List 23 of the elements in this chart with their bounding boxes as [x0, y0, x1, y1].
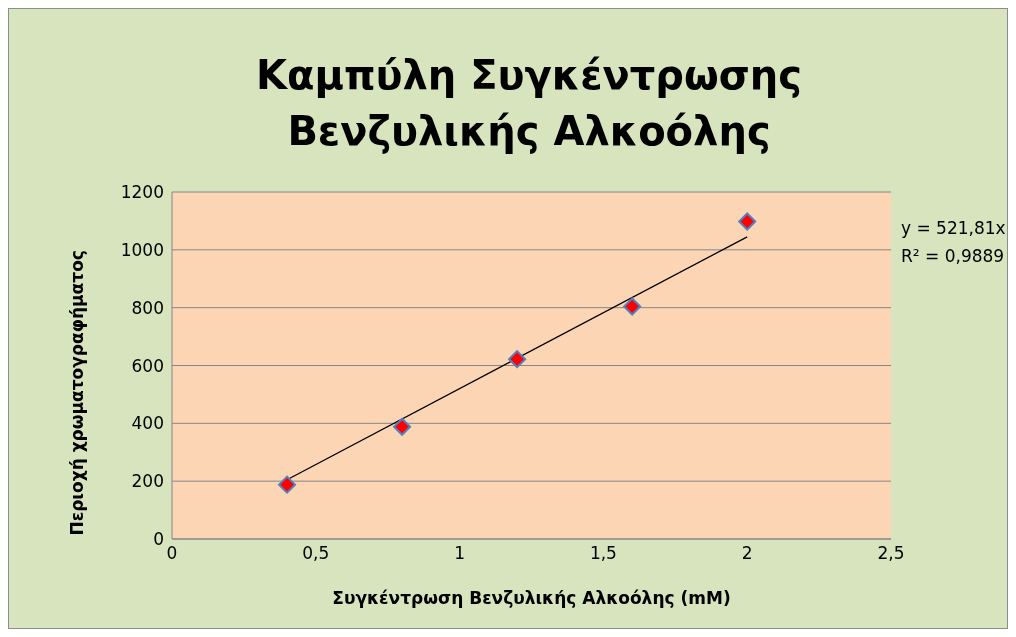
- point: [278, 475, 297, 494]
- x-tick-label: 1: [454, 543, 466, 564]
- y-tick-label: 800: [131, 297, 164, 318]
- text: R² = 0,9889: [901, 246, 1005, 266]
- y-tick-label: 200: [131, 471, 164, 492]
- y-tick-label: 0: [153, 529, 164, 550]
- y-tick-label: 400: [131, 413, 164, 434]
- point: [393, 417, 412, 436]
- y-tick-label: 1000: [120, 239, 164, 260]
- x-tick-label: 0,5: [302, 543, 330, 564]
- x-tick-label: 2,5: [877, 543, 905, 564]
- x-axis-title: Συγκέντρωση Βενζυλικής Αλκοόλης (mM): [332, 588, 731, 608]
- x-tick-label: 0: [166, 543, 178, 564]
- text: y = 521,81x: [901, 218, 1006, 238]
- point: [738, 212, 757, 231]
- y-axis-title: Περιοχή χρωματογραφήματος: [67, 250, 88, 536]
- x-tick-label: 2: [741, 543, 753, 564]
- x-tick-label: 1,5: [589, 543, 617, 564]
- y-tick-label: 600: [131, 355, 164, 376]
- y-tick-label: 1200: [120, 182, 164, 203]
- chart-title: Καμπύλη Συγκέντρωσης Βενζυλικής Αλκοόλης: [255, 52, 803, 154]
- point: [508, 350, 527, 369]
- point: [623, 297, 642, 316]
